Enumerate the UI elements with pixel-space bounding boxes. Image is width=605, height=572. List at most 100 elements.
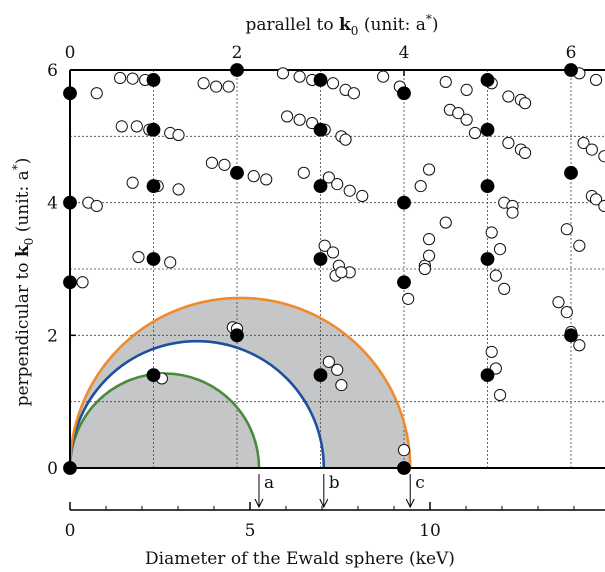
- open-point: [297, 166, 310, 179]
- left-axis-tick-label: 4: [47, 194, 58, 214]
- open-point: [518, 146, 532, 160]
- open-point: [573, 339, 586, 352]
- top-axis-tick-label: 4: [399, 43, 410, 63]
- filled-point: [480, 252, 495, 266]
- open-point: [506, 206, 519, 219]
- shaded-disk: [70, 373, 259, 468]
- marker-label: a: [264, 473, 274, 493]
- left-axis: 0 2 4 6: [47, 61, 76, 479]
- open-point: [126, 176, 139, 189]
- open-point: [452, 107, 465, 120]
- filled-point: [564, 165, 578, 180]
- open-point: [560, 306, 573, 319]
- left-axis-tick-label: 0: [47, 459, 58, 479]
- open-point: [468, 126, 482, 140]
- open-point: [502, 136, 515, 150]
- open-point: [293, 70, 306, 83]
- filled-point: [313, 179, 328, 193]
- marker-arrow-head: [405, 498, 415, 509]
- open-point: [356, 189, 369, 203]
- open-point: [502, 90, 515, 103]
- top-axis-title: parallel to k0 (unit: a*): [245, 12, 438, 38]
- open-point: [402, 292, 415, 305]
- filled-point: [63, 275, 77, 290]
- open-point: [560, 223, 573, 236]
- bottom-axis: 0 5 10: [65, 502, 605, 541]
- open-point: [276, 67, 290, 80]
- open-point: [322, 355, 335, 368]
- filled-point: [397, 195, 411, 210]
- open-point: [589, 73, 603, 87]
- filled-point: [313, 73, 328, 87]
- open-point: [343, 184, 356, 197]
- open-point: [318, 239, 331, 252]
- open-point: [335, 266, 348, 279]
- filled-point: [397, 461, 411, 475]
- open-point: [293, 113, 306, 126]
- open-point: [498, 282, 511, 295]
- ewald-circle-blue: [68, 339, 326, 469]
- top-axis-tick-label: 6: [566, 43, 577, 63]
- open-point: [518, 97, 532, 110]
- open-point: [210, 80, 223, 93]
- open-point: [460, 83, 473, 97]
- top-axis: 0 2 4 6: [65, 43, 577, 76]
- filled-point: [564, 328, 578, 343]
- open-point: [126, 72, 139, 85]
- shaded-region: [70, 297, 411, 468]
- filled-point: [397, 86, 411, 101]
- open-point: [335, 378, 348, 392]
- open-point: [347, 87, 360, 100]
- open-point: [76, 276, 89, 289]
- open-point: [493, 388, 507, 402]
- filled-point: [146, 73, 161, 87]
- left-axis-tick-label: 6: [47, 61, 58, 81]
- open-point: [422, 249, 436, 262]
- open-point: [115, 120, 128, 133]
- filled-point: [480, 179, 495, 193]
- filled-point: [63, 86, 77, 101]
- top-axis-tick-label: 2: [232, 43, 243, 63]
- left-axis-tick-label: 2: [47, 326, 58, 346]
- open-point: [205, 156, 219, 169]
- open-point: [326, 77, 340, 90]
- open-point: [114, 71, 127, 85]
- open-point: [577, 136, 590, 150]
- filled-point: [146, 122, 161, 137]
- open-point: [281, 110, 294, 123]
- open-point: [397, 443, 411, 457]
- shaded-ring: [70, 297, 411, 468]
- open-point: [130, 120, 143, 133]
- open-point: [589, 193, 603, 206]
- open-point: [90, 199, 103, 213]
- bottom-axis-tick-label: 0: [65, 521, 76, 541]
- marker-label: c: [415, 473, 425, 493]
- open-point: [485, 345, 498, 359]
- open-point: [247, 170, 260, 183]
- open-point: [598, 150, 605, 163]
- open-point: [331, 177, 344, 191]
- points-filled: [63, 63, 578, 475]
- open-point: [418, 262, 431, 276]
- open-point: [164, 256, 177, 269]
- open-point: [489, 269, 502, 282]
- filled-point: [313, 368, 328, 383]
- open-point: [485, 226, 498, 239]
- open-point: [414, 179, 427, 193]
- top-axis-tick-label: 0: [65, 43, 76, 63]
- left-axis-title: perpendicular to k0 (unit: a*): [10, 158, 36, 407]
- bottom-axis-title: Diameter of the Ewald sphere (keV): [145, 549, 455, 569]
- ewald-circle-orange: [68, 296, 412, 469]
- open-point: [197, 77, 210, 90]
- open-point: [573, 239, 586, 252]
- open-point: [585, 143, 598, 156]
- marker-label: b: [329, 473, 340, 493]
- open-point: [377, 70, 390, 83]
- filled-point: [313, 252, 328, 266]
- open-point: [493, 243, 507, 256]
- open-point: [222, 80, 235, 93]
- open-point: [552, 296, 565, 309]
- filled-point: [146, 179, 161, 193]
- filled-point: [397, 275, 411, 290]
